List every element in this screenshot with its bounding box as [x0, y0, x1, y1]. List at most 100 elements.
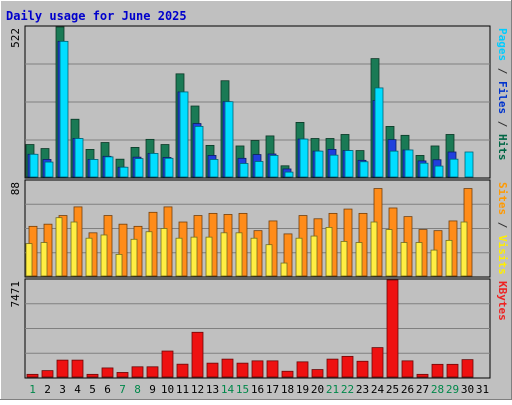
sites-bar — [250, 237, 258, 277]
pages-bar — [29, 153, 39, 178]
sites-bar — [430, 249, 438, 277]
visits-bar — [118, 223, 128, 277]
day-label: 15 — [236, 383, 249, 396]
pages-bar — [284, 171, 294, 178]
day-label: 5 — [89, 383, 96, 396]
day-label: 3 — [59, 383, 66, 396]
kbytes-series-label: KBytes — [496, 281, 509, 321]
sites-bar — [325, 227, 333, 277]
kbytes-bar — [326, 358, 339, 378]
sites-bar — [70, 221, 78, 277]
pages-bar — [434, 165, 444, 178]
kbytes-bar — [71, 359, 84, 378]
pages-bar — [329, 154, 339, 178]
day-label: 10 — [161, 383, 174, 396]
kbytes-bar — [236, 362, 249, 378]
sites-bar — [385, 229, 393, 277]
pages-bar — [164, 157, 174, 178]
pages-bar — [44, 161, 54, 178]
day-label: 31 — [476, 383, 489, 396]
sites-bar — [115, 254, 123, 277]
pages-bar — [374, 87, 384, 178]
visits-bar — [283, 233, 293, 277]
day-label: 23 — [356, 383, 369, 396]
kbytes-panel: 7471 KBytes — [9, 278, 509, 379]
sites-bar — [175, 237, 183, 277]
pages-bar — [269, 155, 279, 178]
day-label: 27 — [416, 383, 429, 396]
pages-bar — [404, 149, 414, 178]
kbytes-bar — [311, 369, 324, 378]
sites-bar — [205, 236, 213, 277]
chart-panels: 522 Pages / Files / Hits 88 Sites / Visits 7… — [9, 25, 509, 379]
day-label: 18 — [281, 383, 294, 396]
pages-bar — [224, 101, 234, 178]
sites-bar — [400, 242, 408, 277]
kbytes-bar — [131, 366, 144, 378]
pages-bar — [74, 138, 84, 178]
kbytes-bar — [221, 358, 234, 378]
sites-bar — [295, 237, 303, 277]
pages-bar — [449, 158, 459, 178]
pages-bar — [359, 161, 369, 178]
day-label: 22 — [341, 383, 354, 396]
kbytes-bar — [86, 373, 99, 378]
sites-bar — [190, 236, 198, 277]
day-label: 19 — [296, 383, 309, 396]
day-label: 13 — [206, 383, 219, 396]
day-label: 28 — [431, 383, 444, 396]
day-label: 8 — [134, 383, 141, 396]
day-label: 1 — [29, 383, 36, 396]
sites-bar — [370, 221, 378, 277]
hits-series-label: Pages / Files / Hits — [496, 28, 509, 161]
pages-bar — [299, 138, 309, 178]
sites-bar — [85, 237, 93, 277]
sites-bar — [220, 232, 228, 277]
pages-bar — [239, 163, 249, 178]
kbytes-bar — [416, 373, 429, 378]
kbytes-bar — [341, 355, 354, 378]
day-label: 7 — [119, 383, 126, 396]
hits-panel: 522 Pages / Files / Hits — [9, 25, 509, 179]
pages-bar — [344, 150, 354, 178]
kbytes-bar — [146, 366, 159, 378]
sites-bar — [160, 228, 168, 277]
pages-bar — [209, 159, 219, 178]
kbytes-bar — [461, 359, 474, 378]
sites-bar — [100, 234, 108, 277]
sites-bar — [310, 235, 318, 277]
sites-bar — [145, 231, 153, 277]
kbytes-bar — [101, 367, 114, 378]
sites-bar — [415, 242, 423, 277]
day-label: 20 — [311, 383, 324, 396]
day-label: 11 — [176, 383, 189, 396]
kbytes-bar — [116, 372, 129, 378]
sites-bar — [340, 241, 348, 277]
kbytes-bar — [26, 373, 39, 378]
pages-bar — [389, 150, 399, 178]
pages-bar — [194, 126, 204, 178]
kbytes-bar — [431, 363, 444, 378]
kbytes-bar — [251, 360, 264, 378]
kbytes-bar — [191, 331, 204, 378]
kbytes-bar — [356, 360, 369, 378]
day-label: 4 — [74, 383, 81, 396]
pages-bar — [104, 156, 114, 178]
day-label: 12 — [191, 383, 204, 396]
sites-bar — [55, 217, 63, 277]
kbytes-bar — [41, 370, 54, 378]
sites-bar — [40, 242, 48, 277]
day-label: 9 — [149, 383, 156, 396]
day-label: 25 — [386, 383, 399, 396]
sites-bar — [445, 239, 453, 277]
visits-panel: 88 Sites / Visits — [9, 179, 509, 278]
kbytes-bar — [161, 350, 174, 378]
sites-bar — [355, 242, 363, 277]
kbytes-bar — [266, 360, 279, 378]
kbytes-bar — [296, 361, 309, 378]
day-label: 17 — [266, 383, 279, 396]
day-label: 2 — [44, 383, 51, 396]
kbytes-bar — [386, 279, 399, 378]
pages-bar — [254, 161, 264, 178]
